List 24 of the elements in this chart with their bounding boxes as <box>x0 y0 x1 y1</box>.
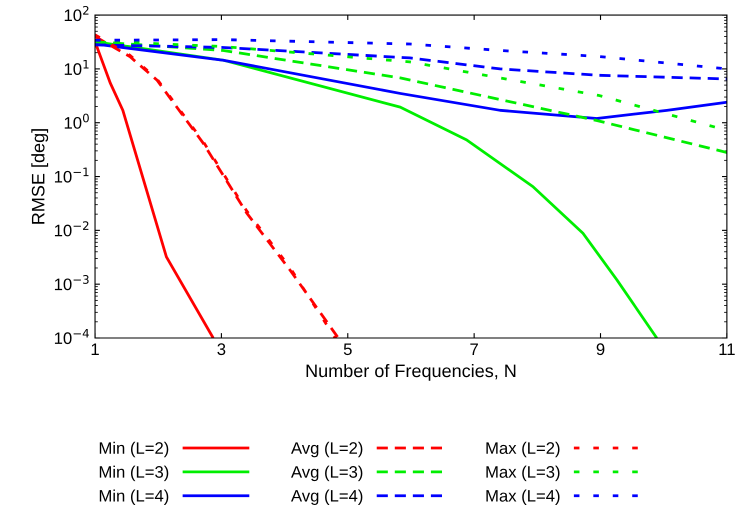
legend-label: Avg (L=3) <box>291 466 362 482</box>
x-tick-label: 7 <box>470 343 478 355</box>
y-tick-label: 10$^{0}$ <box>64 114 89 129</box>
x-tick-label: 1 <box>92 343 99 355</box>
y-axis-title: RMSE [deg] <box>31 129 48 224</box>
x-tick-label: 3 <box>217 343 226 356</box>
y-tick-label: 10$^{2}$ <box>64 6 88 22</box>
legend-label: Avg (L=2) <box>291 442 362 458</box>
legend-label: Min (L=2) <box>100 442 168 458</box>
legend-label: Avg (L=4) <box>291 489 362 505</box>
y-tick-label: 10$^{−1}$ <box>54 168 88 183</box>
legend-label: Max (L=4) <box>486 489 560 505</box>
y-tick-label: 10$^{1}$ <box>64 60 89 75</box>
y-tick-label: 10$^{−3}$ <box>54 275 89 290</box>
legend-label: Max (L=2) <box>486 442 560 458</box>
x-tick-label: 5 <box>344 343 352 356</box>
y-tick-label: 10$^{−2}$ <box>54 221 88 236</box>
legend-label: Min (L=3) <box>100 466 168 482</box>
legend-label: Min (L=4) <box>100 489 168 505</box>
legend-label: Max (L=3) <box>486 466 560 482</box>
y-tick-label: 10$^{−4}$ <box>54 329 89 344</box>
x-tick-label: 9 <box>596 343 604 356</box>
x-tick-label: 11 <box>720 343 735 355</box>
x-axis-title: Number of Frequencies, N <box>306 364 516 381</box>
